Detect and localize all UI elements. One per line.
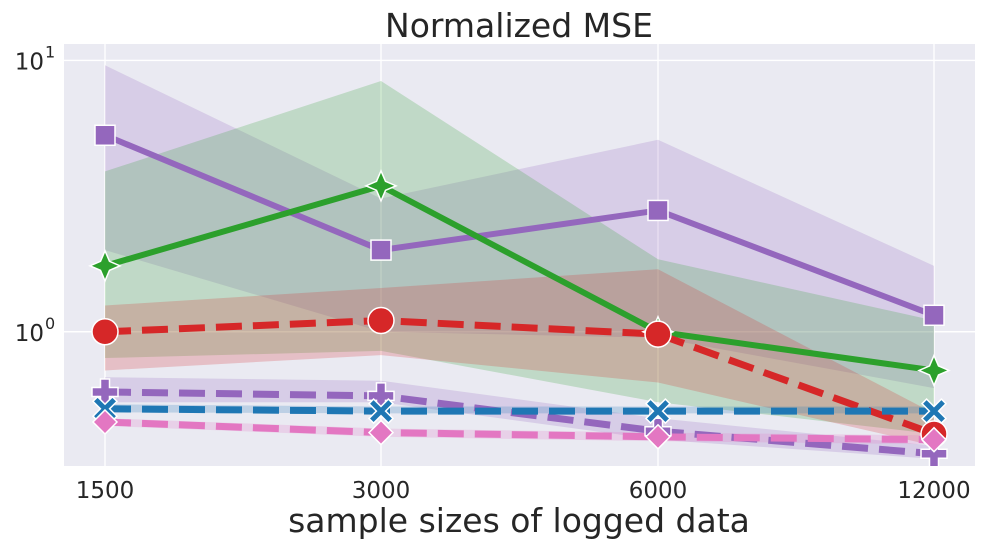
confidence-band bbox=[105, 65, 934, 389]
series-markers bbox=[88, 124, 951, 468]
y-tick-exponent: 0 bbox=[45, 314, 55, 333]
confidence-band bbox=[105, 269, 934, 446]
data-point bbox=[367, 398, 395, 425]
data-point bbox=[644, 423, 672, 450]
series-line bbox=[104, 317, 936, 438]
data-point bbox=[367, 306, 395, 335]
data-point bbox=[370, 239, 392, 261]
data-point bbox=[364, 168, 398, 203]
x-tick-labels: 1500 3000 6000 12000 bbox=[76, 478, 971, 504]
data-point bbox=[923, 304, 945, 327]
data-point bbox=[91, 318, 119, 346]
data-point bbox=[647, 199, 669, 222]
x-axis-label: sample sizes of logged data bbox=[288, 501, 750, 540]
y-tick-label: 10 bbox=[15, 49, 44, 75]
data-point bbox=[920, 440, 948, 468]
data-point bbox=[920, 398, 948, 425]
x-tick-label: 3000 bbox=[352, 478, 411, 504]
x-tick-label: 12000 bbox=[897, 478, 970, 504]
series-lines bbox=[103, 132, 936, 458]
series-line bbox=[103, 132, 936, 319]
data-point bbox=[920, 426, 948, 453]
data-point bbox=[367, 419, 395, 446]
data-point bbox=[88, 248, 122, 283]
data-point bbox=[644, 320, 672, 348]
data-point bbox=[94, 124, 116, 147]
data-point bbox=[91, 408, 119, 436]
series-line bbox=[104, 182, 935, 374]
series-line bbox=[104, 418, 935, 444]
x-tick-label: 1500 bbox=[76, 478, 135, 504]
x-tick-label: 6000 bbox=[629, 478, 688, 504]
y-tick-exponent: 1 bbox=[45, 42, 55, 61]
y-tick-label: 10 bbox=[15, 321, 44, 347]
plot-area bbox=[64, 44, 975, 466]
data-point bbox=[917, 353, 951, 388]
chart-title: Normalized MSE bbox=[385, 6, 653, 45]
data-point bbox=[644, 398, 672, 425]
series-line bbox=[104, 405, 934, 415]
